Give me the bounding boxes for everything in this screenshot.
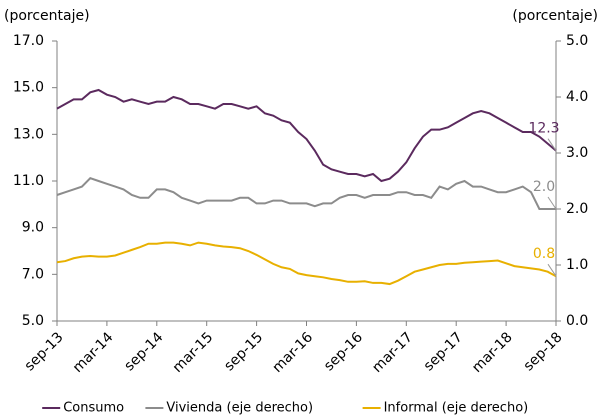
data-label: 2.0 — [533, 179, 555, 195]
legend-label: Informal (eje derecho) — [384, 401, 529, 416]
y-tick-label: 17.0 — [13, 33, 44, 49]
x-tick-label: sep-17 — [421, 329, 466, 374]
data-label: 12.3 — [528, 121, 559, 137]
series-line — [56, 177, 556, 210]
data-label: 0.8 — [533, 246, 555, 262]
y-tick-label: 11.0 — [13, 173, 44, 189]
x-tick-label: mar-15 — [170, 329, 217, 376]
y2-axis-title: (porcentaje) — [512, 8, 598, 24]
x-tick-label: mar-17 — [369, 329, 416, 376]
y-tick-label: 9.0 — [22, 220, 44, 236]
y-tick-label: 5.0 — [22, 313, 44, 329]
x-tick-label: mar-16 — [270, 329, 317, 376]
x-tick-label: sep-14 — [121, 329, 166, 374]
series-line — [56, 88, 557, 183]
y-axis-title: (porcentaje) — [4, 8, 90, 24]
y2-tick-label: 1.0 — [566, 257, 588, 273]
y-tick-label: 13.0 — [13, 126, 44, 142]
x-tick-label: mar-14 — [70, 329, 117, 376]
y2-tick-label: 3.0 — [566, 145, 588, 161]
legend-label: Vivienda (eje derecho) — [166, 401, 313, 416]
label-leader — [547, 138, 557, 151]
label-leader — [547, 196, 557, 210]
y-tick-label: 7.0 — [22, 266, 44, 282]
series-line — [56, 241, 557, 286]
legend-label: Consumo — [63, 401, 124, 416]
y2-tick-label: 0.0 — [566, 313, 588, 329]
x-tick-label: sep-13 — [22, 329, 67, 374]
x-tick-label: sep-18 — [521, 329, 566, 374]
y2-tick-label: 5.0 — [566, 33, 588, 49]
y-tick-label: 15.0 — [13, 80, 44, 96]
label-leader — [547, 263, 557, 277]
y2-tick-label: 4.0 — [566, 89, 588, 105]
y2-tick-label: 2.0 — [566, 201, 588, 217]
x-tick-label: mar-18 — [469, 329, 516, 376]
x-tick-label: sep-15 — [221, 329, 266, 374]
x-tick-label: sep-16 — [321, 329, 366, 374]
